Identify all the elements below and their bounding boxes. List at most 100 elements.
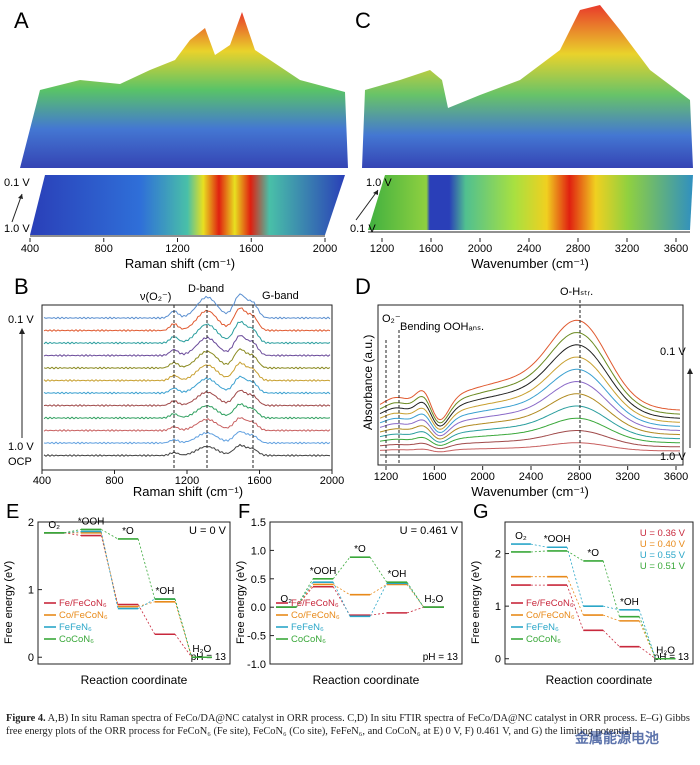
energy-connector: [602, 560, 620, 617]
energy-connector: [369, 556, 388, 583]
energy-step-label: *O: [587, 548, 599, 559]
energy-xlabel: Reaction coordinate: [81, 673, 188, 687]
ftir-spectrum-line: [379, 368, 681, 434]
energy-connector: [295, 578, 314, 608]
energy-frame: [269, 521, 463, 665]
panel-d-vtop: 0.1 V: [660, 346, 686, 358]
panel-d-tick-label: 2000: [470, 471, 494, 483]
energy-panel-f: F -1.0 -0.5 0.0 0.5 1.0 1.5 Free energy (eV) Rea…: [235, 501, 463, 687]
energy-ytick-label: 2: [495, 549, 501, 561]
panel-d-frame: [377, 304, 684, 466]
ftir-spectrum-line: [379, 442, 680, 453]
energy-u-label: U = 0.51 V: [640, 561, 686, 572]
energy-ytick-label: 1: [495, 601, 501, 613]
label-d-band: D-band: [188, 283, 224, 295]
panel-c-vbot: 0.1 V: [350, 223, 376, 235]
energy-ytick-label: 1: [28, 585, 34, 597]
energy-connector: [369, 584, 387, 596]
energy-connector: [137, 538, 156, 600]
energy-ytick-label: 1.5: [251, 517, 266, 529]
energy-legend-label: Fe/FeCoN₆: [526, 598, 574, 609]
energy-connector: [566, 576, 584, 616]
panel-c-tick-label: 2800: [566, 243, 590, 255]
ftir-spectrum-line: [379, 393, 681, 440]
energy-legend-label: Fe/FeCoN₆: [59, 598, 107, 609]
raman-spectrum-line: [43, 417, 331, 432]
free-energy-panels: E 0 1 2 Free energy (eV) Reaction coordinate U…: [3, 501, 694, 687]
ftir-spectrum-line: [379, 405, 680, 443]
figure-caption: Figure 4. A,B) In situ Raman spectra of …: [6, 712, 696, 738]
energy-step-label: *O: [354, 544, 366, 555]
energy-connector: [638, 616, 656, 659]
ftir-spectrum-line: [379, 356, 681, 430]
energy-step-label: *OOH: [78, 516, 105, 527]
ftir-heatmap: [368, 175, 693, 230]
energy-legend-label: Co/FeCoN₆: [59, 610, 108, 621]
energy-connector: [100, 535, 119, 605]
panel-d-tick-label: 3600: [664, 471, 688, 483]
raman-spectrum-line: [43, 389, 331, 407]
panel-c-ticks: 1200 1600 2000 2400 2800 3200 3600: [370, 238, 688, 255]
panel-b-frame: [41, 304, 333, 471]
energy-connector: [64, 529, 82, 534]
panel-a-tick-label: 1200: [165, 243, 189, 255]
energy-connector: [566, 584, 584, 631]
energy-legend-label: Co/FeCoN₆: [291, 610, 340, 621]
caption-text: A,B) In situ Raman spectra of FeCo/DA@NC…: [6, 713, 690, 737]
panel-b-tick-label: 1200: [175, 475, 199, 487]
panel-a-letter: A: [14, 8, 29, 33]
ftir-3d-surface: [362, 5, 693, 168]
panel-b-tick-label: 2000: [320, 475, 344, 487]
panel-c-tick-label: 1200: [370, 243, 394, 255]
energy-ylabel: Free energy (eV): [470, 561, 482, 644]
energy-ytick-label: 0.0: [251, 602, 266, 614]
panel-b-tick-label: 400: [33, 475, 51, 487]
energy-step-label: H₂O: [424, 594, 443, 605]
energy-ytick-label: 2: [28, 517, 34, 529]
panel-c-tick-label: 3600: [664, 243, 688, 255]
panel-a-tick-label: 1600: [239, 243, 263, 255]
panel-d-ylabel: Absorbance (a.u.): [361, 335, 375, 430]
energy-panel-letter: E: [6, 501, 19, 523]
energy-legend-label: Fe/FeCoN₆: [291, 598, 339, 609]
panel-a-vbot: 1.0 V: [4, 223, 30, 235]
energy-connector: [137, 604, 156, 635]
panel-a-tick-label: 2000: [313, 243, 337, 255]
energy-panel-letter: F: [238, 501, 250, 523]
energy-ytick-label: 0: [495, 654, 501, 666]
energy-connector: [530, 550, 548, 553]
energy-connector: [174, 601, 193, 658]
energy-ylabel: Free energy (eV): [3, 561, 15, 644]
energy-step-label: *OOH: [310, 566, 337, 577]
raman-spectrum-line: [43, 293, 331, 320]
panel-d-tick-label: 1600: [422, 471, 446, 483]
watermark: 金属能源电池: [575, 731, 659, 747]
energy-frame: [37, 521, 231, 665]
panel-b-ticks: 400 800 1200 1600 2000: [33, 470, 344, 487]
energy-ph: pH = 13: [654, 652, 690, 663]
panel-d-tick-label: 3200: [615, 471, 639, 483]
energy-connector: [603, 605, 620, 611]
energy-connector: [406, 584, 425, 608]
panel-c-tick-label: 2400: [517, 243, 541, 255]
panel-c-vtop: 1.0 V: [366, 177, 392, 189]
energy-step-label: H₂O: [192, 644, 211, 655]
energy-connector: [603, 614, 620, 622]
energy-title: U = 0.461 V: [400, 525, 459, 537]
caption-lead: Figure 4.: [6, 713, 46, 724]
panel-d-letter: D: [355, 274, 371, 299]
energy-connector: [332, 586, 351, 616]
energy-step-label: *OOH: [544, 534, 571, 545]
panel-b-vbot: 1.0 V: [8, 441, 34, 453]
energy-ytick-label: 0: [28, 652, 34, 664]
energy-step-label: O₂: [515, 531, 527, 542]
raman-3d-surface: [20, 12, 348, 168]
ftir-spectrum-line: [379, 344, 681, 427]
raman-spectrum-line: [43, 348, 331, 370]
energy-step-label: *OH: [387, 569, 406, 580]
energy-panel-e: E 0 1 2 Free energy (eV) Reaction coordinate U…: [3, 501, 231, 687]
panel-c-tick-label: 3200: [615, 243, 639, 255]
panel-b: B ν(O₂⁻) D-band G-band 0.1 V 1.0 V OCP 4…: [8, 274, 344, 499]
energy-connector: [566, 550, 584, 562]
energy-connector: [100, 531, 119, 609]
